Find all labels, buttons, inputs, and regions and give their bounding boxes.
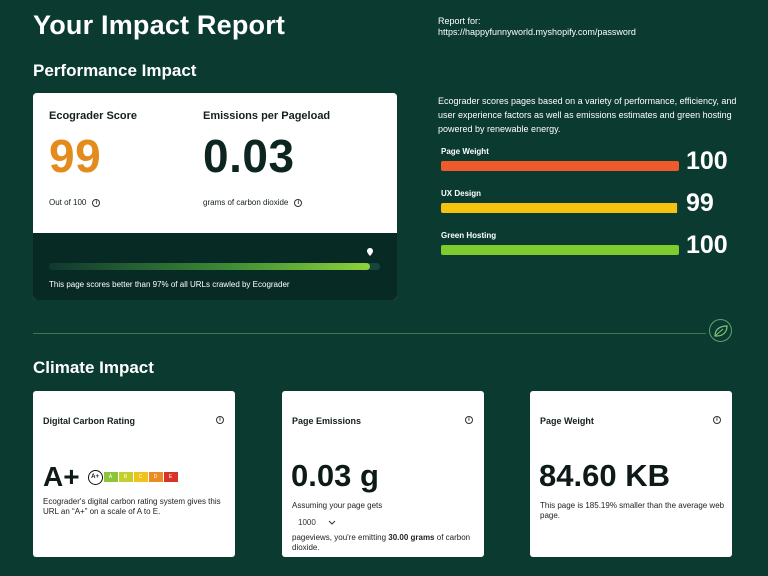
score-progress-track: [49, 263, 380, 270]
info-icon[interactable]: i: [465, 416, 473, 424]
metric-value: 100: [686, 231, 728, 259]
ecograder-score-value: 99: [49, 130, 102, 182]
leaf-icon: [713, 324, 728, 337]
emissions-sub-text: grams of carbon dioxide: [203, 198, 289, 207]
metric-bar: [441, 161, 679, 171]
rating-current-marker: A+: [87, 469, 103, 485]
metric-bar-fill: [441, 161, 679, 171]
assume-text: Assuming your page gets: [292, 501, 383, 510]
ecograder-score-label: Ecograder Score: [49, 110, 138, 122]
grade-segment-c: C: [133, 472, 149, 482]
grade-segment-e: E: [163, 472, 179, 482]
metric-label: UX Design: [441, 189, 482, 198]
metric-bar: [441, 203, 679, 213]
emissions-result-bold: 30.00 grams: [388, 533, 435, 542]
report-for: Report for: https://happyfunnyworld.mysh…: [438, 16, 636, 38]
grade-segment-d: D: [148, 472, 164, 482]
info-icon[interactable]: i: [92, 198, 101, 207]
climate-section-title: Climate Impact: [33, 358, 154, 377]
page-weight-text: This page is 185.19% smaller than the av…: [540, 501, 725, 520]
metric-page-weight: Page Weight 100: [441, 147, 741, 175]
ecograder-score: Ecograder Score 99 Out of 100 i: [49, 110, 137, 207]
emissions-value: 0.03: [203, 130, 295, 182]
ecograder-score-sub-text: Out of 100: [49, 198, 87, 207]
metric-ux-design: UX Design 99: [441, 189, 741, 217]
digital-carbon-rating-card: Digital Carbon Rating i A+ A+ A B C D E …: [33, 391, 235, 557]
ecograder-score-sub: Out of 100 i: [49, 198, 137, 207]
score-progress-text: This page scores better than 97% of all …: [49, 280, 290, 289]
info-icon[interactable]: i: [294, 198, 303, 207]
ecograder-description: Ecograder scores pages based on a variet…: [438, 96, 737, 134]
emissions-result-suffix: of carbon dioxide.: [292, 533, 471, 552]
leaf-badge: [709, 319, 732, 342]
metric-value: 99: [686, 189, 714, 217]
chevron-down-icon: [328, 520, 336, 525]
pageviews-select-value: 1000: [298, 517, 316, 527]
score-card: Ecograder Score 99 Out of 100 i Emission…: [33, 93, 397, 300]
info-icon[interactable]: i: [216, 416, 224, 424]
score-card-bottom: This page scores better than 97% of all …: [33, 233, 397, 300]
report-for-label: Report for:: [438, 16, 481, 26]
metric-green-hosting: Green Hosting 100: [441, 231, 741, 259]
carbon-rating-grade: A+: [43, 461, 80, 492]
page-title: Your Impact Report: [33, 10, 286, 40]
emissions-result-prefix: pageviews, you're emitting: [292, 533, 389, 542]
carbon-rating-text: Ecograder's digital carbon rating system…: [43, 497, 221, 516]
score-progress-fill: [49, 263, 371, 270]
metric-bar-fill: [441, 245, 679, 255]
metric-value: 100: [686, 147, 728, 175]
card-title: Page Weight: [540, 416, 594, 426]
score-card-top: Ecograder Score 99 Out of 100 i Emission…: [33, 93, 397, 233]
page-weight-card: Page Weight i 84.60 KB This page is 185.…: [530, 391, 732, 557]
grade-segment-b: B: [118, 472, 134, 482]
page-emissions-value: 0.03 g: [291, 458, 379, 493]
page-weight-value: 84.60 KB: [539, 458, 670, 493]
info-icon[interactable]: i: [713, 416, 721, 424]
emissions-per-pageload: Emissions per Pageload 0.03 grams of car…: [203, 110, 330, 207]
performance-section-title: Performance Impact: [33, 61, 197, 80]
page-emissions-card: Page Emissions i 0.03 g Assuming your pa…: [282, 391, 484, 557]
grade-segment-a: A: [103, 472, 119, 482]
metric-bar-fill: [441, 203, 677, 213]
metric-label: Green Hosting: [441, 231, 497, 240]
report-url: https://happyfunnyworld.myshopify.com/pa…: [438, 27, 636, 37]
pageviews-select[interactable]: 1000: [292, 515, 342, 529]
metric-label: Page Weight: [441, 147, 489, 156]
emissions-result-text: pageviews, you're emitting 30.00 grams o…: [292, 533, 472, 553]
metric-bar: [441, 245, 679, 255]
location-pin-icon: [367, 248, 374, 256]
card-title: Digital Carbon Rating: [43, 416, 135, 426]
card-title: Page Emissions: [292, 416, 362, 426]
emissions-label: Emissions per Pageload: [203, 110, 331, 122]
section-divider: [33, 333, 706, 334]
rating-row: A+ A+ A B C D E: [43, 462, 179, 492]
emissions-sub: grams of carbon dioxide i: [203, 198, 330, 207]
